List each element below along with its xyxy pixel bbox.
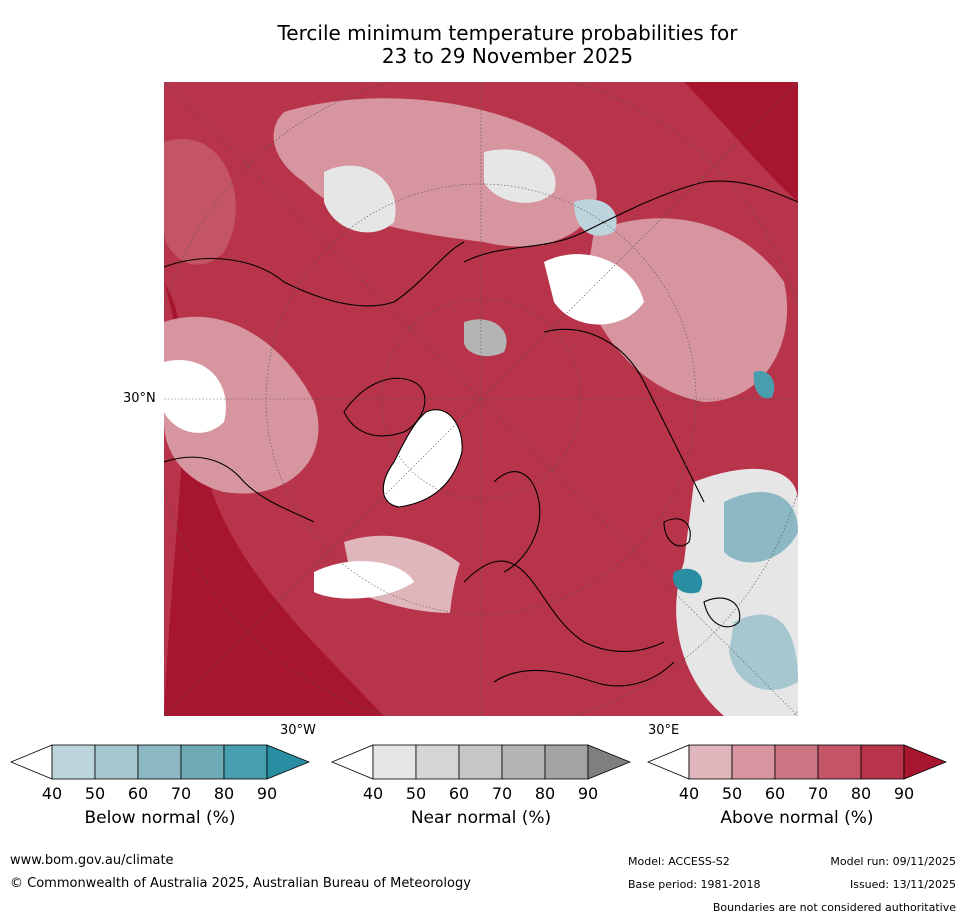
colorbar-tick-label: 60 xyxy=(448,784,470,803)
colorbar-below xyxy=(9,744,311,780)
footer-disclaimer: Boundaries are not considered authoritat… xyxy=(712,901,956,914)
white-patch-canada xyxy=(164,360,226,433)
footer-url[interactable]: www.bom.gov.au/climate xyxy=(10,853,174,868)
colorbar-segment xyxy=(501,744,546,780)
colorbar-segment xyxy=(731,744,776,780)
near-normal-patch-2 xyxy=(484,149,556,203)
colorbar-near-svg xyxy=(330,744,632,780)
grey-patch-kara xyxy=(464,319,507,357)
colorbar-tick-label: 80 xyxy=(213,784,235,803)
colorbar-segment xyxy=(688,744,733,780)
below-normal-patch-2 xyxy=(729,614,798,691)
colorbar-tick-label: 40 xyxy=(678,784,700,803)
graticule xyxy=(164,82,798,716)
colorbar-segment xyxy=(415,744,460,780)
colorbar-tick-label: 50 xyxy=(405,784,427,803)
colorbar-below-svg xyxy=(9,744,311,780)
colorbar-segment xyxy=(458,744,503,780)
greenland-white xyxy=(383,409,463,507)
colorbar-tick-label: 70 xyxy=(807,784,829,803)
title-line-1: Tercile minimum temperature probabilitie… xyxy=(277,21,738,45)
footer-model: Model: ACCESS-S2 xyxy=(628,855,730,868)
colorbar-segment xyxy=(180,744,225,780)
colorbar-segment xyxy=(544,744,589,780)
colorbar-tick-label: 40 xyxy=(41,784,63,803)
footer-issued: Issued: 13/11/2025 xyxy=(849,878,956,891)
colorbar-lower-extend xyxy=(9,744,53,780)
colorbar-tick-label: 80 xyxy=(534,784,556,803)
colorbar-segment xyxy=(223,744,268,780)
colorbar-tick-label: 70 xyxy=(170,784,192,803)
colorbar-segment xyxy=(860,744,905,780)
colorbar-tick-label: 60 xyxy=(127,784,149,803)
colorbar-segment xyxy=(817,744,862,780)
colorbar-tick-label: 90 xyxy=(577,784,599,803)
deep-red-pacific xyxy=(164,282,384,716)
colorbar-tick-label: 50 xyxy=(721,784,743,803)
lon-label-30w: 30°W xyxy=(280,723,316,738)
title-line-2: 23 to 29 November 2025 xyxy=(381,44,634,68)
colorbar-above-svg xyxy=(646,744,948,780)
colorbar-tick-label: 50 xyxy=(84,784,106,803)
below-normal-patch-1 xyxy=(724,492,798,563)
below-normal-patch-3 xyxy=(753,371,775,399)
colorbar-segment xyxy=(774,744,819,780)
footer-copyright: © Commonwealth of Australia 2025, Austra… xyxy=(10,876,471,891)
colorbar-segment xyxy=(94,744,139,780)
below-normal-patch-4 xyxy=(673,568,703,594)
white-patch-urals xyxy=(544,254,644,325)
colorbar-segment xyxy=(372,744,417,780)
europe-red xyxy=(449,544,650,716)
chart-title: Tercile minimum temperature probabilitie… xyxy=(0,22,965,68)
footer-base-period: Base period: 1981-2018 xyxy=(628,878,761,891)
footer-model-run: Model run: 09/11/2025 xyxy=(830,855,956,868)
colorbar-tick-label: 80 xyxy=(850,784,872,803)
white-patch-atlantic xyxy=(314,561,414,599)
colorbar-tick-label: 90 xyxy=(893,784,915,803)
map-svg xyxy=(164,82,798,716)
colorbar-tick-label: 40 xyxy=(362,784,384,803)
pink-zone-siberia xyxy=(584,218,788,402)
colorbar-segment xyxy=(137,744,182,780)
colorbar-upper-extend xyxy=(903,744,948,780)
colorbar-above xyxy=(646,744,948,780)
colorbar-upper-extend xyxy=(266,744,311,780)
below-normal-patch-5 xyxy=(574,199,617,236)
colorbar-upper-extend xyxy=(587,744,632,780)
colorbar-tick-label: 70 xyxy=(491,784,513,803)
colorbar-near-label: Near normal (%) xyxy=(410,808,552,828)
colorbar-lower-extend xyxy=(646,744,690,780)
colorbar-tick-label: 90 xyxy=(256,784,278,803)
colorbar-lower-extend xyxy=(330,744,374,780)
colorbar-near xyxy=(330,744,632,780)
red-zone-nw xyxy=(164,138,236,265)
colorbar-segment xyxy=(51,744,96,780)
lon-label-30e: 30°E xyxy=(648,723,680,738)
colorbar-tick-label: 60 xyxy=(764,784,786,803)
colorbar-below-label: Below normal (%) xyxy=(84,808,236,828)
near-normal-patch-1 xyxy=(324,165,396,233)
polar-map xyxy=(164,82,798,716)
pink-zone-north-america xyxy=(164,316,319,494)
lat-label-30n: 30°N xyxy=(123,391,156,406)
deep-red-northeast xyxy=(684,82,798,202)
colorbar-above-label: Above normal (%) xyxy=(720,808,874,828)
